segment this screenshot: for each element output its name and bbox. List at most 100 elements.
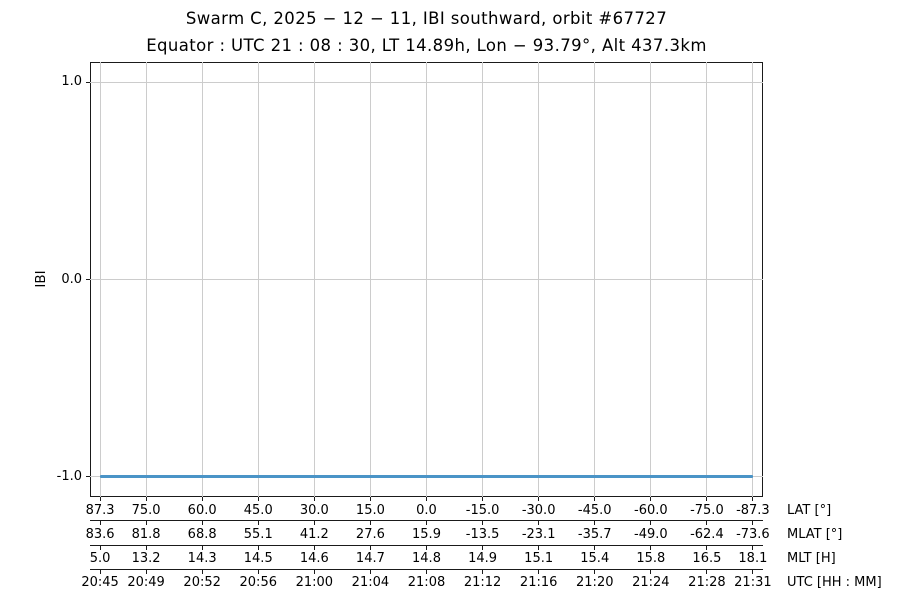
y-tick-label: -1.0	[56, 468, 82, 484]
chart-title: Swarm C, 2025 − 12 − 11, IBI southward, …	[185, 9, 668, 28]
x-tick-mark	[99, 521, 101, 525]
x-tick-mark	[706, 497, 708, 501]
x-tick-mark	[313, 570, 315, 574]
x-tick-mark	[426, 546, 427, 550]
axis-row-caption: MLAT [°]	[787, 527, 843, 542]
chart-subtitle: Equator : UTC 21 : 08 : 30, LT 14.89h, L…	[146, 36, 707, 55]
x-tick-label: 15.4	[580, 551, 610, 566]
x-tick-mark	[369, 521, 371, 525]
x-tick-mark	[706, 570, 708, 574]
x-tick-label: 20:56	[239, 575, 277, 590]
x-tick-mark	[369, 570, 371, 574]
x-tick-mark	[257, 521, 259, 525]
x-tick-label: 0.0	[416, 503, 437, 518]
x-tick-mark	[706, 521, 708, 525]
x-tick-label: 75.0	[131, 503, 161, 518]
y-tick-mark	[86, 476, 90, 478]
axis-row-spine	[90, 520, 763, 521]
x-tick-label: 21:08	[407, 575, 446, 590]
x-tick-label: 14.8	[412, 551, 441, 566]
x-tick-label: 15.9	[412, 527, 441, 542]
x-tick-mark	[538, 521, 540, 525]
x-tick-label: 14.7	[355, 551, 385, 566]
x-tick-mark	[145, 521, 147, 525]
x-tick-mark	[594, 497, 596, 501]
x-tick-mark	[257, 497, 259, 501]
axis-row-caption: MLT [H]	[787, 551, 836, 566]
x-tick-label: 21:12	[463, 575, 502, 590]
x-tick-label: 21:24	[632, 575, 670, 590]
x-tick-label: 55.1	[243, 527, 273, 542]
x-tick-mark	[145, 546, 147, 550]
x-tick-label: 21:28	[688, 575, 726, 590]
x-tick-mark	[99, 546, 101, 550]
x-tick-label: 15.8	[636, 551, 666, 566]
x-tick-mark	[145, 497, 147, 501]
x-tick-label: 21:20	[576, 575, 614, 590]
x-tick-label: 20:52	[183, 575, 221, 590]
x-tick-label: 14.6	[299, 551, 329, 566]
x-tick-mark	[538, 546, 540, 550]
x-tick-mark	[426, 521, 427, 525]
x-tick-mark	[201, 497, 203, 501]
x-tick-label: -35.7	[577, 527, 612, 542]
x-tick-mark	[752, 570, 754, 574]
x-tick-mark	[313, 546, 315, 550]
x-tick-label: 16.5	[692, 551, 722, 566]
x-tick-label: -30.0	[521, 503, 556, 518]
x-tick-label: 15.0	[355, 503, 385, 518]
x-tick-mark	[257, 546, 259, 550]
gridline-horizontal	[90, 279, 763, 280]
x-tick-mark	[99, 497, 101, 501]
x-tick-mark	[482, 521, 484, 525]
x-tick-label: -87.3	[736, 503, 770, 518]
x-tick-mark	[594, 546, 596, 550]
y-tick-mark	[86, 81, 90, 83]
x-tick-mark	[538, 570, 540, 574]
axis-row-spine	[90, 545, 763, 546]
x-tick-label: -15.0	[465, 503, 500, 518]
x-tick-mark	[752, 546, 754, 550]
x-tick-mark	[426, 497, 427, 501]
x-tick-label: -60.0	[634, 503, 668, 518]
x-tick-mark	[482, 546, 484, 550]
x-tick-label: 21:00	[295, 575, 334, 590]
x-tick-label: -23.1	[521, 527, 556, 542]
x-tick-mark	[706, 546, 708, 550]
x-tick-label: 81.8	[131, 527, 161, 542]
x-tick-mark	[650, 546, 652, 550]
x-tick-label: -45.0	[577, 503, 612, 518]
x-tick-mark	[313, 521, 315, 525]
x-tick-mark	[369, 546, 371, 550]
x-tick-label: 20:49	[127, 575, 165, 590]
x-tick-mark	[594, 570, 596, 574]
x-tick-label: 68.8	[187, 527, 217, 542]
x-tick-label: 14.3	[187, 551, 217, 566]
x-tick-mark	[482, 570, 484, 574]
x-tick-mark	[482, 497, 484, 501]
x-tick-mark	[201, 521, 203, 525]
x-tick-label: 45.0	[243, 503, 273, 518]
axis-row-caption: LAT [°]	[787, 503, 832, 518]
y-tick-label: 1.0	[61, 74, 82, 90]
x-tick-label: -49.0	[634, 527, 668, 542]
x-tick-mark	[594, 521, 596, 525]
x-tick-label: 13.2	[131, 551, 161, 566]
x-tick-label: 41.2	[299, 527, 329, 542]
x-tick-label: 20:45	[81, 575, 119, 590]
x-tick-mark	[201, 570, 203, 574]
axis-row-caption: UTC [HH : MM]	[787, 575, 882, 590]
x-tick-label: -73.6	[736, 527, 770, 542]
x-tick-label: 5.0	[89, 551, 111, 566]
x-tick-mark	[538, 497, 540, 501]
x-tick-label: 18.1	[738, 551, 768, 566]
x-tick-label: 83.6	[85, 527, 115, 542]
x-tick-label: 14.9	[468, 551, 498, 566]
x-tick-label: 14.5	[243, 551, 273, 566]
x-tick-mark	[313, 497, 315, 501]
x-tick-label: 87.3	[85, 503, 115, 518]
x-tick-mark	[145, 570, 147, 574]
x-tick-mark	[650, 497, 652, 501]
x-tick-label: -75.0	[690, 503, 724, 518]
x-tick-label: 21:04	[351, 575, 390, 590]
